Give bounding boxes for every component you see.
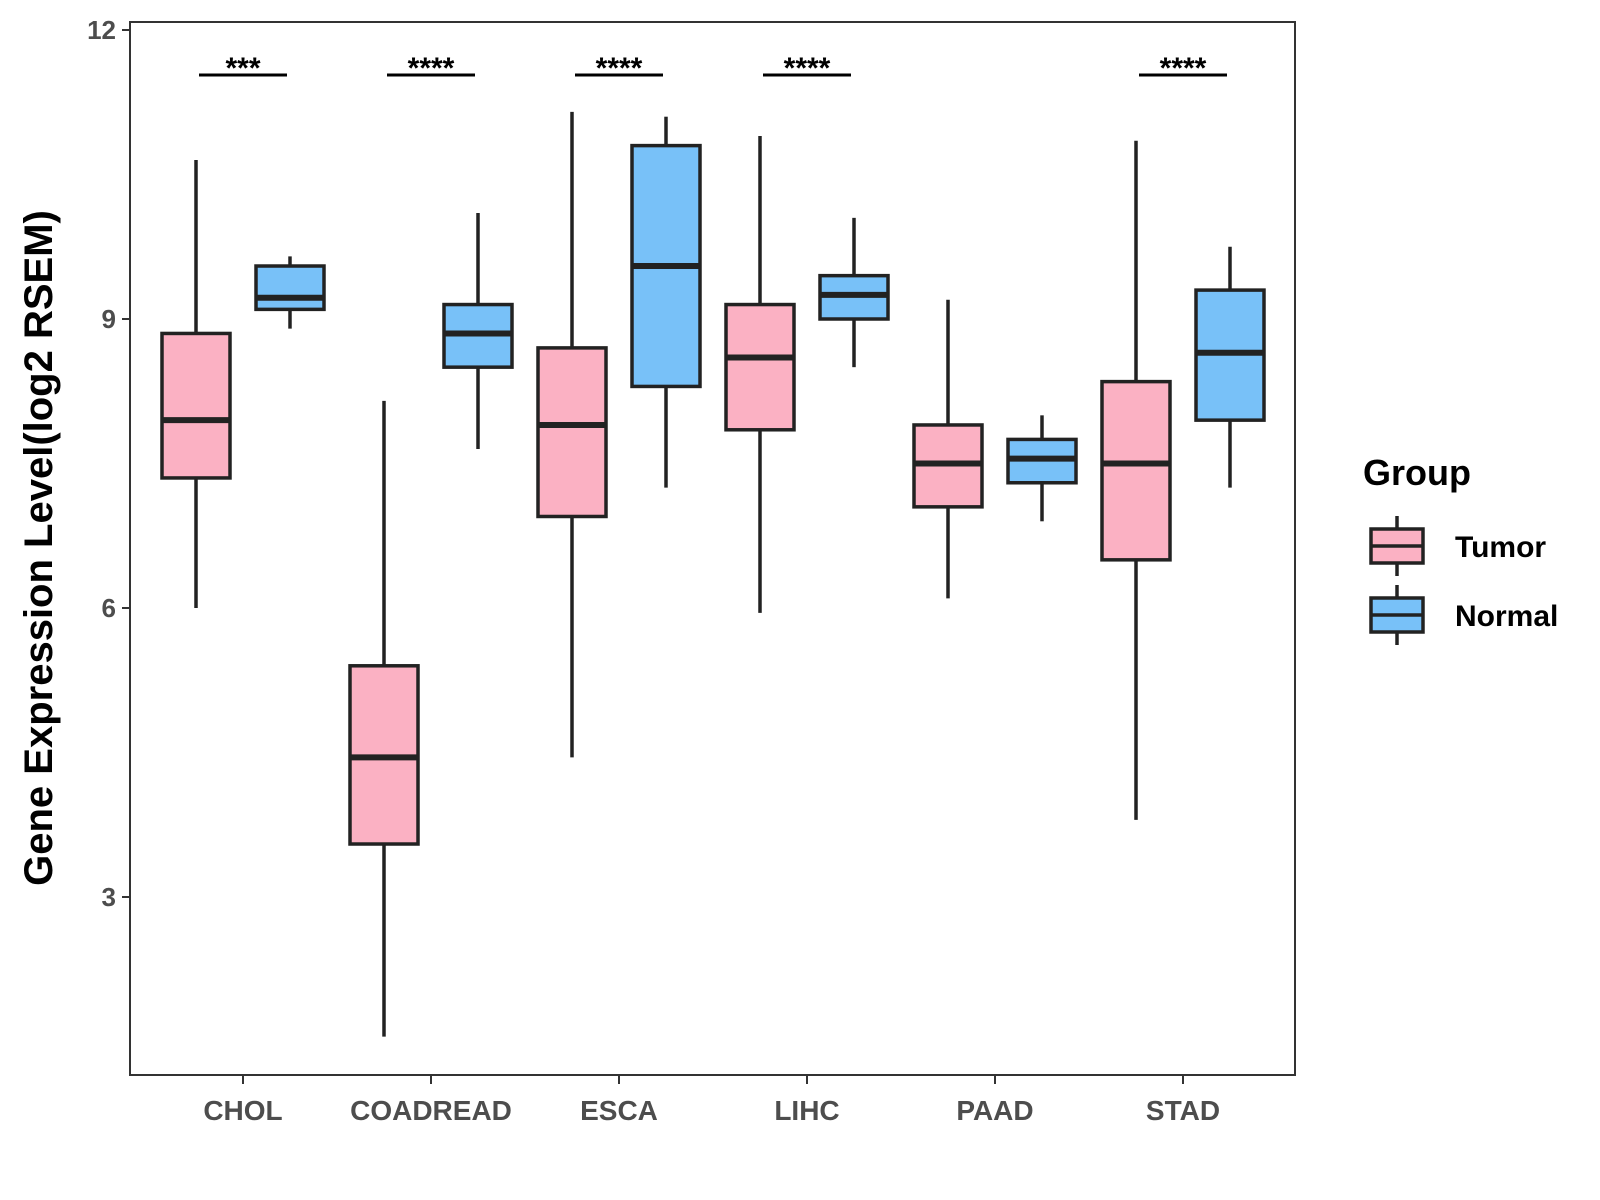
box-paad-normal	[1006, 415, 1078, 522]
sig-label-stad: ****	[1160, 52, 1207, 85]
box-esca-tumor	[536, 111, 608, 758]
legend-key-normal	[1369, 585, 1425, 645]
x-tick-label-lihc: LIHC	[774, 1095, 839, 1126]
y-axis: 3 6 9 12	[87, 15, 131, 1075]
legend-title: Group	[1363, 452, 1471, 493]
y-tick-label-9: 9	[102, 304, 116, 334]
legend-key-tumor	[1369, 516, 1425, 576]
iqr-box	[160, 331, 232, 480]
x-tick-label-coadread: COADREAD	[350, 1095, 512, 1126]
box-chol-normal	[254, 256, 326, 329]
y-tick-label-3: 3	[102, 882, 116, 912]
y-tick-label-6: 6	[102, 593, 116, 623]
box-esca-normal	[630, 116, 702, 488]
x-axis: CHOL COADREAD ESCA LIHC PAAD STAD	[203, 1075, 1220, 1126]
iqr-box	[536, 346, 608, 519]
box-paad-tumor	[912, 299, 984, 599]
sig-label-chol: ***	[225, 52, 260, 85]
box-coadread-normal	[442, 213, 514, 450]
box-lihc-tumor	[724, 135, 796, 613]
iqr-box	[1100, 379, 1172, 562]
boxes	[160, 111, 1266, 1037]
box-coadread-tumor	[348, 400, 420, 1037]
x-tick-label-esca: ESCA	[580, 1095, 658, 1126]
y-tick-label-12: 12	[87, 15, 116, 45]
x-tick-label-paad: PAAD	[956, 1095, 1033, 1126]
box-chol-tumor	[160, 160, 232, 608]
sig-label-coadread: ****	[408, 52, 455, 85]
iqr-box	[254, 264, 326, 312]
iqr-box	[724, 302, 796, 432]
legend-label-normal: Normal	[1455, 600, 1558, 633]
y-axis-label: Gene Expression Level(log2 RSEM)	[17, 210, 61, 886]
legend-label-tumor: Tumor	[1455, 531, 1546, 564]
significance-annotations: *** **** **** **** ****	[199, 52, 1227, 85]
box-lihc-normal	[818, 217, 890, 368]
legend: Group Tumor Normal	[1363, 452, 1558, 645]
x-tick-label-stad: STAD	[1146, 1095, 1220, 1126]
sig-label-esca: ****	[596, 52, 643, 85]
sig-label-lihc: ****	[784, 52, 831, 85]
box-stad-tumor	[1100, 140, 1172, 820]
x-tick-label-chol: CHOL	[203, 1095, 282, 1126]
box-stad-normal	[1194, 246, 1266, 488]
